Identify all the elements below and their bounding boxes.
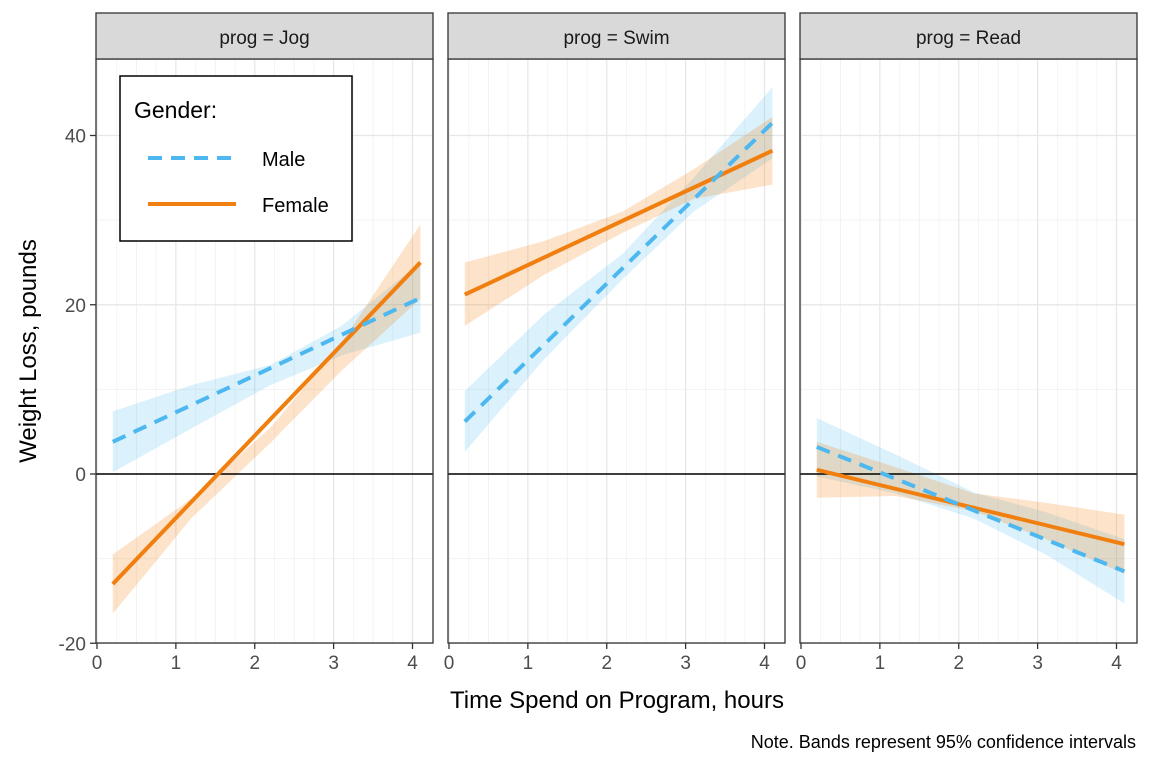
legend-label-female: Female [262, 195, 329, 217]
legend: Gender: Male Female [119, 75, 353, 242]
series-line-male [111, 296, 422, 444]
y-tick-label: 40 [65, 127, 86, 148]
series-line-male [463, 121, 774, 423]
panel-background [448, 59, 785, 643]
y-tick-label: -20 [59, 634, 86, 655]
facet-strip [799, 12, 1138, 60]
x-tick-label: 3 [1032, 653, 1043, 674]
panel-2: prog = Swim [447, 12, 786, 644]
x-tick-label: 3 [328, 653, 339, 674]
chart-note: Note. Bands represent 95% confidence int… [751, 732, 1136, 752]
facet-strip [447, 12, 786, 60]
x-tick-label: 0 [92, 653, 103, 674]
x-tick-label: 4 [1111, 653, 1122, 674]
series-line-female [111, 261, 422, 586]
panels-layer: prog = Jog prog = Swim prog = Read [95, 12, 1138, 644]
ci-band-male [112, 262, 421, 473]
facet-strip-label: prog = Read [916, 28, 1021, 49]
x-tick-label: 1 [523, 653, 534, 674]
x-tick-label: 4 [759, 653, 770, 674]
y-tick-label: 20 [65, 296, 86, 317]
x-tick-label: 4 [407, 653, 418, 674]
panel-3: prog = Read [799, 12, 1138, 644]
x-tick-label: 1 [171, 653, 182, 674]
legend-label-male: Male [262, 149, 305, 171]
x-axis-label: Time Spend on Program, hours [450, 687, 784, 714]
x-tick-label: 2 [249, 653, 260, 674]
series-line-male [816, 445, 1126, 574]
x-tick-label: 0 [444, 653, 455, 674]
x-tick-label: 3 [680, 653, 691, 674]
facet-strip-label: prog = Swim [563, 28, 669, 49]
panel-background [800, 59, 1137, 643]
legend-title: Gender: [134, 97, 217, 123]
y-axis-label: Weight Loss, pounds [15, 239, 42, 463]
y-tick-label: 0 [75, 465, 86, 486]
facet-strip-label: prog = Jog [219, 28, 309, 49]
x-tick-label: 2 [953, 653, 964, 674]
x-tick-label: 0 [796, 653, 807, 674]
facet-strip [95, 12, 434, 60]
x-tick-label: 1 [875, 653, 886, 674]
x-tick-label: 2 [601, 653, 612, 674]
ci-band-female [112, 224, 421, 614]
